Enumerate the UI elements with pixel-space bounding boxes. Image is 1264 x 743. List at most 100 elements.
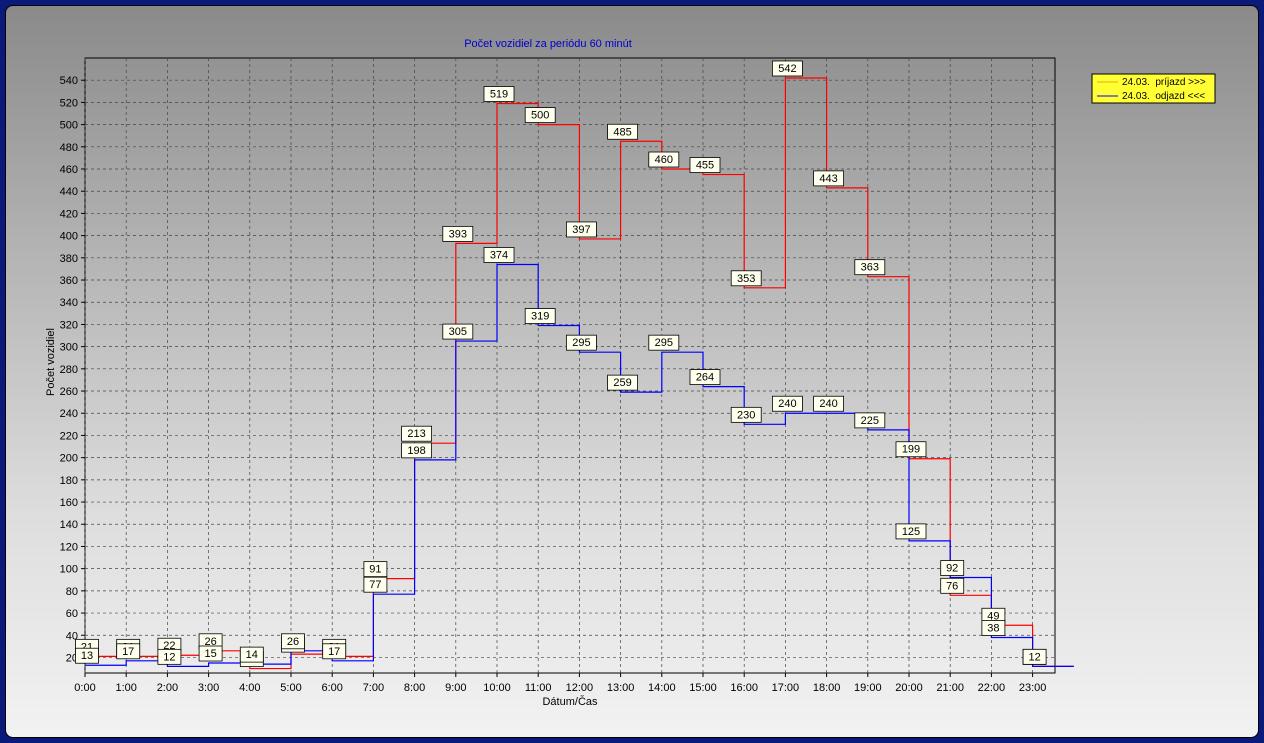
- data-label-box: [730, 270, 762, 287]
- data-label-box: [566, 221, 597, 238]
- data-label-text: 455: [696, 160, 714, 172]
- y-axis: 20 40 60 80 100 120 140 160 180 200 220 240 260 280 30…: [60, 75, 85, 664]
- data-label-box: [566, 334, 597, 351]
- data-label-box: [1022, 648, 1047, 665]
- data-label: 259: [607, 374, 638, 391]
- y-tick-label: 380: [60, 253, 78, 265]
- x-tick-label: 20:00: [895, 682, 923, 694]
- data-label-text: 259: [613, 377, 631, 389]
- data-label-text: 17: [122, 646, 134, 658]
- data-label: 125: [895, 523, 927, 540]
- data-label: 295: [648, 334, 680, 351]
- data-label-text: 485: [613, 126, 631, 138]
- y-tick-label: 160: [60, 497, 78, 509]
- x-tick-label: 5:00: [280, 682, 301, 694]
- data-label-text: 240: [778, 398, 796, 410]
- legend-box: [1091, 73, 1216, 104]
- data-label-box: [813, 395, 844, 412]
- data-label-text: 305: [449, 326, 467, 338]
- data-label-box: [401, 442, 433, 459]
- data-label: 519: [483, 86, 515, 102]
- series-line-prijazd: [85, 77, 1074, 670]
- y-tick-label: 300: [60, 342, 78, 354]
- y-tick-label: 500: [60, 120, 78, 132]
- data-label-text: 76: [946, 580, 958, 592]
- data-label-box: [157, 648, 182, 665]
- data-label-text: 26: [287, 636, 299, 648]
- data-label-box: [483, 247, 515, 263]
- data-label-box: [483, 86, 515, 102]
- data-label-text: 198: [407, 445, 425, 457]
- data-label-text: 91: [369, 564, 381, 576]
- data-label: 397: [566, 221, 597, 238]
- x-tick-label: 7:00: [363, 682, 384, 694]
- data-label-text: 240: [819, 398, 837, 410]
- x-tick-label: 21:00: [936, 682, 964, 694]
- data-label-text: 230: [737, 409, 755, 421]
- data-label: 199: [895, 441, 927, 458]
- data-label-text: 92: [946, 563, 958, 575]
- y-tick-label: 440: [60, 186, 78, 198]
- data-label-text: 15: [204, 648, 216, 660]
- data-label-text: 374: [490, 249, 508, 261]
- data-label: 14: [239, 646, 264, 663]
- data-label-box: [689, 157, 721, 173]
- data-label-box: [648, 334, 680, 351]
- data-label-box: [363, 576, 388, 593]
- x-tick-label: 9:00: [445, 682, 466, 694]
- data-label-text: 12: [163, 651, 175, 663]
- data-label-text: 14: [246, 649, 258, 661]
- data-label-box: [75, 647, 99, 664]
- data-label: 198: [401, 442, 433, 459]
- data-label: 264: [689, 369, 721, 385]
- data-label: 92: [940, 560, 965, 576]
- data-label-box: [322, 643, 347, 660]
- x-tick-label: 8:00: [404, 682, 425, 694]
- data-label-box: [401, 425, 433, 442]
- data-label-text: 49: [987, 610, 999, 622]
- y-tick-label: 240: [60, 408, 78, 420]
- data-label-box: [442, 225, 474, 242]
- legend: 24.03. príjazd >>> 24.03. odjazd <<<: [1091, 73, 1216, 104]
- data-label-text: 363: [861, 262, 879, 274]
- data-label-box: [689, 369, 721, 385]
- data-label: 500: [524, 107, 556, 124]
- y-tick-label: 320: [60, 319, 78, 331]
- legend-label-prijazd: 24.03. príjazd >>>: [1122, 77, 1206, 88]
- data-label: 305: [442, 323, 474, 340]
- data-label-text: 295: [572, 337, 590, 349]
- y-tick-label: 180: [60, 475, 78, 487]
- series-group: [85, 77, 1074, 670]
- data-label-box: [895, 523, 927, 540]
- x-axis-label: Dátum/Čas: [542, 695, 598, 708]
- data-label-text: 500: [531, 110, 549, 122]
- data-label: 12: [1022, 648, 1047, 665]
- data-label: 443: [813, 170, 844, 187]
- data-label: 295: [566, 334, 597, 351]
- x-tick-label: 1:00: [115, 682, 136, 694]
- data-label: 353: [730, 270, 762, 287]
- x-tick-label: 13:00: [607, 682, 635, 694]
- data-label: 374: [483, 247, 515, 263]
- data-label-text: 213: [407, 428, 425, 440]
- y-tick-label: 420: [60, 208, 78, 220]
- data-label-text: 443: [819, 173, 837, 185]
- x-tick-label: 11:00: [525, 682, 552, 694]
- data-label: 460: [648, 151, 680, 168]
- data-label-box: [854, 259, 886, 276]
- data-label-text: 17: [328, 646, 340, 658]
- x-tick-label: 14:00: [648, 682, 676, 694]
- x-tick-label: 4:00: [239, 682, 260, 694]
- data-label-text: 393: [449, 228, 467, 240]
- data-label-text: 519: [490, 89, 508, 101]
- data-label: 363: [854, 259, 886, 276]
- data-label-text: 38: [987, 622, 999, 634]
- data-label: 15: [198, 645, 223, 662]
- data-labels: 2121222610232191213393519500397485460455…: [75, 60, 1047, 667]
- x-tick-label: 22:00: [978, 682, 1006, 694]
- y-tick-label: 520: [60, 97, 78, 109]
- data-label-text: 77: [369, 579, 381, 591]
- y-tick-label: 220: [60, 430, 78, 442]
- data-label-text: 26: [204, 636, 216, 648]
- data-label: 240: [813, 395, 844, 412]
